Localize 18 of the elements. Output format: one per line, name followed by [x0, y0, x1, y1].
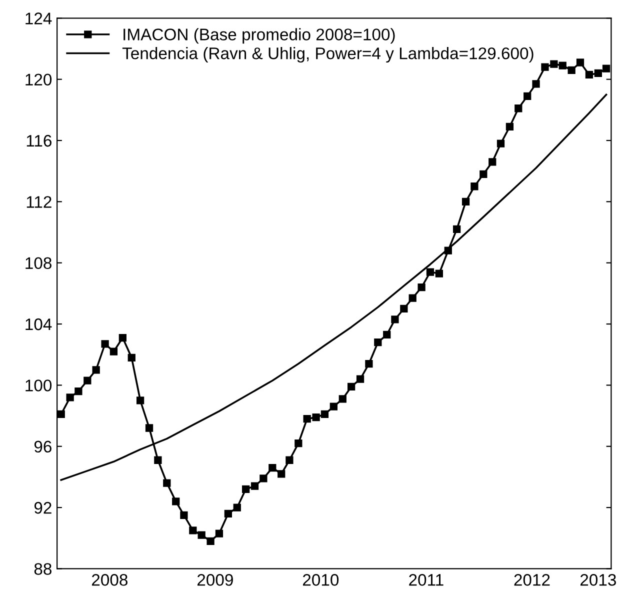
- legend-label: IMACON (Base promedio 2008=100): [124, 28, 395, 44]
- x-tick-label: 2008: [92, 574, 128, 586]
- y-tick-label: 92: [34, 502, 52, 514]
- y-tick-label: 88: [34, 563, 52, 575]
- x-tick-label: 2011: [409, 574, 444, 586]
- y-tick-label: 116: [26, 134, 52, 147]
- x-tick-label: 2013: [580, 574, 616, 586]
- legend-label: Tendencia (Ravn & Uhlig, Power=4 y Lambda=129.600): [122, 47, 534, 63]
- y-tick-label: 100: [26, 380, 52, 392]
- y-tick-label: 96: [34, 440, 52, 453]
- y-tick-label: 112: [26, 196, 52, 208]
- x-tick-label: 2012: [514, 574, 550, 586]
- y-tick-label: 104: [26, 318, 52, 330]
- y-tick-label: 108: [26, 257, 52, 270]
- y-tick-label: 124: [26, 12, 52, 24]
- x-tick-label: 2009: [197, 574, 233, 586]
- x-tick-label: 2010: [302, 574, 339, 586]
- y-tick-label: 120: [26, 74, 52, 86]
